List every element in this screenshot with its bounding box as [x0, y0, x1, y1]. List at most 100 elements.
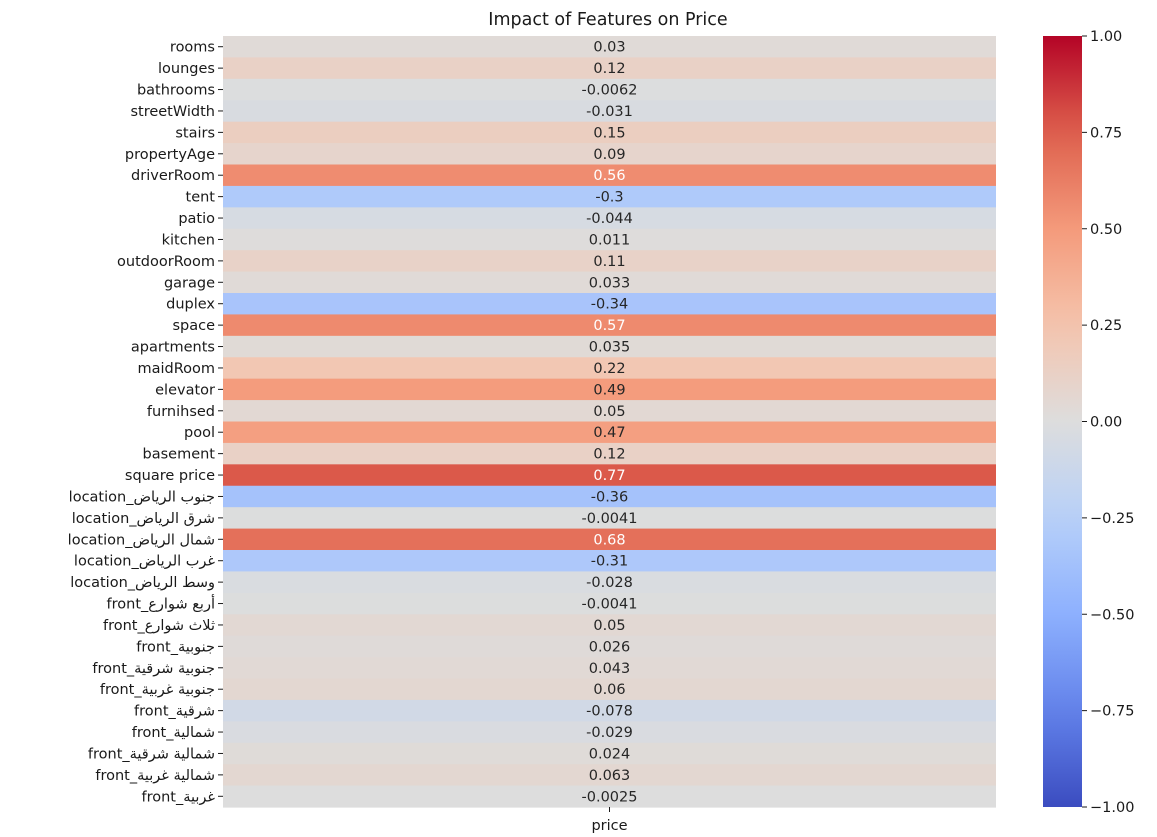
row-label: front_جنوبية شرقية: [92, 661, 215, 677]
cell-value-label: 0.56: [593, 168, 625, 184]
row-label: front_شمالية غربية: [95, 768, 215, 784]
heatmap-cell: [223, 464, 996, 487]
row-label: rooms: [170, 40, 215, 56]
x-tick-label: price: [591, 818, 627, 834]
cell-value-label: -0.31: [591, 554, 629, 570]
heatmap-cell: [223, 592, 996, 615]
cell-value-label: 0.49: [593, 382, 625, 398]
row-label: basement: [143, 447, 216, 463]
heatmap-cell: [223, 571, 996, 594]
colorbar-tick-label: 0.50: [1090, 222, 1122, 238]
heatmap-cell: [223, 357, 996, 380]
heatmap-cell: [223, 485, 996, 508]
row-label: furnihsed: [147, 404, 215, 420]
colorbar-gradient: [1043, 36, 1082, 807]
row-label: duplex: [166, 297, 215, 313]
cell-value-label: 0.05: [593, 618, 625, 634]
row-label: patio: [178, 211, 215, 227]
row-label: bathrooms: [137, 83, 215, 99]
heatmap-cell: [223, 657, 996, 680]
row-label: location_جنوب الرياض: [69, 489, 215, 505]
cell-value-label: -0.078: [586, 704, 633, 720]
heatmap-cell: [223, 164, 996, 187]
heatmap-cell: [223, 699, 996, 722]
cell-value-label: 0.22: [593, 361, 625, 377]
row-label: outdoorRoom: [117, 254, 215, 270]
cell-value-label: -0.0041: [582, 511, 638, 527]
row-label: square price: [125, 468, 215, 484]
row-label: tent: [186, 190, 216, 206]
cell-value-label: -0.3: [595, 190, 623, 206]
row-label: front_شرقية: [134, 704, 215, 720]
heatmap-cell: [223, 207, 996, 230]
heatmap-cell: [223, 421, 996, 444]
cell-value-label: 0.11: [593, 254, 625, 270]
heatmap-cell: [223, 185, 996, 208]
row-labels: rooms lounges bathrooms streetWidth stairs pr…: [68, 40, 223, 805]
row-label: location_شرق الرياض: [72, 511, 215, 527]
cell-value-label: 0.57: [593, 318, 625, 334]
row-label: streetWidth: [130, 104, 215, 120]
row-label: apartments: [131, 340, 215, 356]
heatmap-cell: [223, 121, 996, 144]
row-label: garage: [164, 275, 215, 291]
cell-value-label: 0.043: [589, 661, 631, 677]
colorbar-tick-label: −0.25: [1090, 511, 1134, 527]
row-label: pool: [184, 425, 215, 441]
heatmap-cell: [223, 742, 996, 765]
heatmap-cell: [223, 550, 996, 573]
cell-value-label: -0.029: [586, 725, 633, 741]
cell-value-label: 0.05: [593, 404, 625, 420]
heatmap-cell: [223, 785, 996, 808]
heatmap-cell: [223, 36, 996, 59]
heatmap-cell: [223, 57, 996, 80]
cell-value-label: -0.0062: [582, 83, 638, 99]
cell-value-label: 0.035: [589, 340, 631, 356]
cell-value-label: -0.028: [586, 575, 633, 591]
cell-value-label: 0.47: [593, 425, 625, 441]
cell-value-label: -0.0025: [582, 789, 638, 805]
colorbar-tick-label: −0.50: [1090, 607, 1134, 623]
cell-value-label: -0.031: [586, 104, 633, 120]
cell-value-label: 0.15: [593, 125, 625, 141]
colorbar-tick-label: −1.00: [1090, 800, 1134, 816]
row-label: maidRoom: [137, 361, 215, 377]
colorbar-tick-label: 1.00: [1090, 29, 1122, 45]
colorbar-tick-label: 0.75: [1090, 125, 1122, 141]
row-label: front_شمالية: [132, 725, 215, 741]
cell-value-label: 0.03: [593, 40, 625, 56]
cell-value-label: 0.12: [593, 447, 625, 463]
colorbar-tick-label: 0.00: [1090, 415, 1122, 431]
row-label: front_جنوبية: [136, 639, 215, 655]
heatmap-cell: [223, 721, 996, 744]
cell-value-label: 0.011: [589, 232, 631, 248]
x-axis: price: [591, 807, 628, 834]
heatmap-cell: [223, 678, 996, 701]
heatmap-cell: [223, 378, 996, 401]
cell-value-label: 0.06: [593, 682, 625, 698]
heatmap-cell: [223, 250, 996, 273]
row-label: location_وسط الرياض: [70, 575, 215, 591]
cell-value-label: 0.68: [593, 532, 625, 548]
cell-value-label: -0.36: [591, 489, 629, 505]
heatmap-cell: [223, 271, 996, 294]
row-label: front_غربية: [141, 789, 215, 805]
cell-value-label: 0.063: [589, 768, 631, 784]
row-label: elevator: [155, 382, 215, 398]
heatmap-cell: [223, 228, 996, 251]
heatmap-cell: [223, 400, 996, 423]
cell-value-label: 0.09: [593, 147, 625, 163]
colorbar-tick-label: 0.25: [1090, 318, 1122, 334]
row-label: kitchen: [162, 232, 215, 248]
heatmap-cell: [223, 293, 996, 316]
cell-value-label: 0.77: [593, 468, 625, 484]
row-label: lounges: [158, 61, 215, 77]
row-label: stairs: [175, 125, 215, 141]
cell-value-label: -0.0041: [582, 597, 638, 613]
row-label: front_جنوبية غربية: [100, 682, 215, 698]
row-label: location_شمال الرياض: [68, 532, 215, 548]
colorbar-tick-label: −0.75: [1090, 704, 1134, 720]
row-label: driverRoom: [131, 168, 215, 184]
cell-value-label: -0.34: [591, 297, 629, 313]
heatmap-cell: [223, 78, 996, 101]
